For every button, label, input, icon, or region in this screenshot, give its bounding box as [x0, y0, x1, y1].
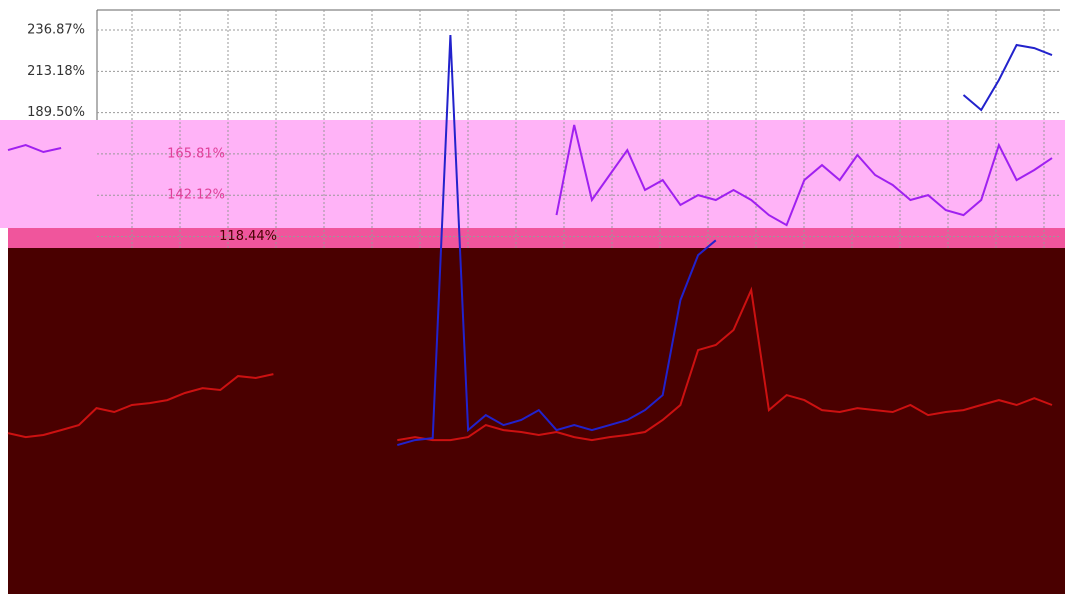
plot-background: [0, 0, 1065, 120]
y-tick-label: 213.18%: [27, 64, 85, 79]
glitch-dark: [8, 248, 1065, 594]
series-line: [7, 124, 1053, 227]
glitch-band: [0, 120, 1065, 228]
y-tick-label: 142.12%: [167, 188, 225, 203]
glitch-strip: [8, 228, 1065, 248]
y-tick-label: 189.50%: [27, 105, 85, 120]
y-tick-label: 236.87%: [27, 23, 85, 38]
y-tick-label: 165.81%: [167, 146, 225, 161]
series-line: [397, 34, 1053, 447]
series-line: [7, 286, 1053, 442]
y-tick-label: 118.44%: [219, 229, 277, 244]
